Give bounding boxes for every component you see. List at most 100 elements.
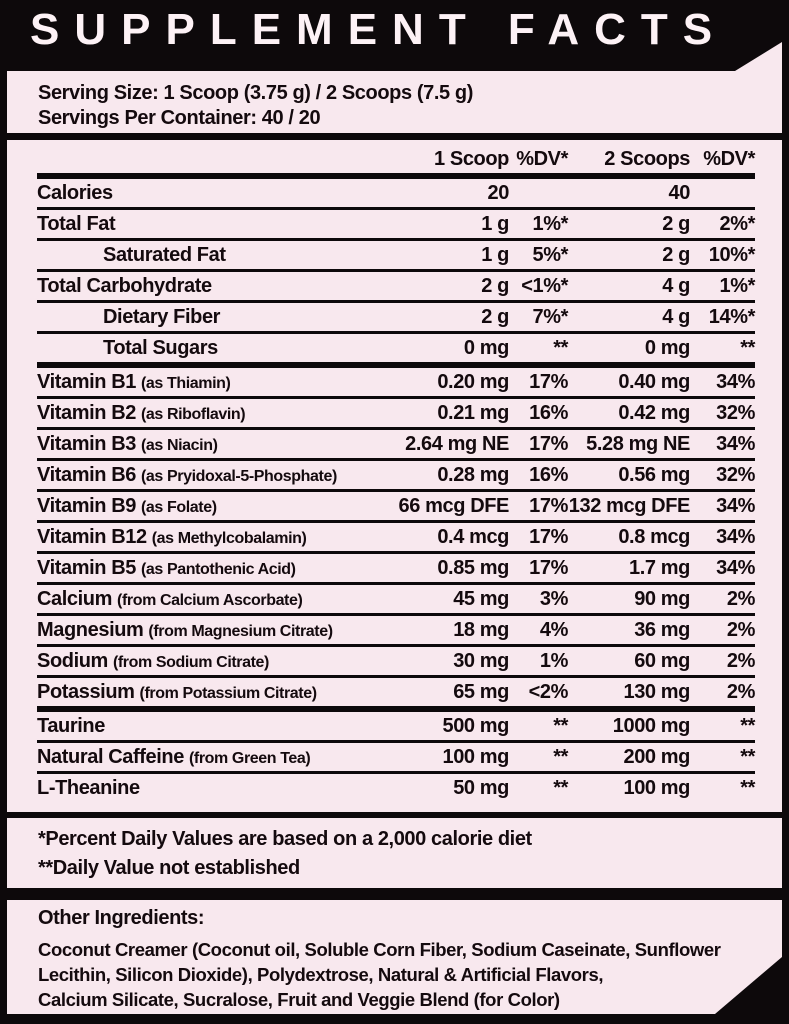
dv-2-scoops: 34%: [716, 371, 755, 393]
dv-2-scoops: 34%: [716, 557, 755, 579]
row-sublabel: (as Pantothenic Acid): [141, 561, 296, 578]
row-sublabel: (from Green Tea): [188, 750, 311, 767]
dv-1-scoop: **: [553, 777, 568, 799]
amount-1-scoop: 2 g: [481, 306, 509, 328]
row-label-cell: Vitamin B12 (as Methylcobalamin): [37, 523, 389, 551]
amount-2-scoops: 200 mg: [623, 746, 690, 768]
footnote-not-established: **Daily Value not established: [38, 857, 300, 879]
dv-2-scoops: **: [740, 715, 755, 737]
table-header-row: 1 Scoop %DV* 2 Scoops %DV*: [37, 145, 755, 179]
row-label-cell: L-Theanine: [37, 774, 389, 802]
row-label: Vitamin B6: [37, 464, 136, 486]
amount-1-scoop: 50 mg: [453, 777, 509, 799]
dv-2-scoops: 2%: [726, 588, 756, 610]
row-label-cell: Dietary Fiber: [37, 303, 389, 331]
dv-1-scoop: **: [553, 715, 568, 737]
amount-2-scoops: 0.42 mg: [618, 402, 690, 424]
table-row: Vitamin B12 (as Methylcobalamin) 0.4 mcg …: [37, 523, 755, 554]
amount-2-scoops: 132 mcg DFE: [568, 495, 691, 517]
row-label-cell: Calories: [37, 179, 389, 207]
dv-2-scoops: 1%*: [719, 275, 756, 297]
amount-2-scoops: 5.28 mg NE: [586, 433, 690, 455]
dv-1-scoop: 17%: [529, 433, 568, 455]
row-label: Calcium: [37, 588, 113, 610]
dv-1-scoop: **: [553, 337, 568, 359]
row-sublabel: (as Folate): [141, 499, 217, 516]
dv-2-scoops: 34%: [716, 495, 755, 517]
footnotes-panel: *Percent Daily Values are based on a 2,0…: [7, 818, 782, 888]
table-row: Natural Caffeine (from Green Tea) 100 mg …: [37, 743, 755, 774]
amount-1-scoop: 0.85 mg: [437, 557, 509, 579]
row-label-cell: Potassium (from Potassium Citrate): [37, 678, 389, 706]
dv-1-scoop: 3%: [539, 588, 569, 610]
row-label: Total Sugars: [103, 337, 218, 359]
row-label-cell: Total Fat: [37, 210, 389, 238]
dv-2-scoops: **: [740, 746, 755, 768]
amount-2-scoops: 0.56 mg: [618, 464, 690, 486]
dv-1-scoop: 17%: [529, 495, 568, 517]
row-sublabel: (as Niacin): [141, 437, 218, 454]
row-label: Natural Caffeine: [37, 746, 184, 768]
table-row: Magnesium (from Magnesium Citrate) 18 mg …: [37, 616, 755, 647]
amount-2-scoops: 4 g: [662, 306, 690, 328]
table-row: Sodium (from Sodium Citrate) 30 mg 1% 60 …: [37, 647, 755, 678]
table-row: Total Carbohydrate 2 g <1%* 4 g 1%*: [37, 272, 755, 303]
dv-1-scoop: 7%*: [532, 306, 569, 328]
amount-2-scoops: 100 mg: [623, 777, 690, 799]
amount-1-scoop: 2 g: [481, 275, 509, 297]
row-label: Saturated Fat: [103, 244, 226, 266]
row-label-cell: Total Sugars: [37, 334, 389, 362]
other-ingredients-line-3: Calcium Silicate, Sucralose, Fruit and V…: [38, 989, 560, 1010]
label-title: SUPPLEMENT FACTS: [30, 5, 728, 54]
amount-2-scoops: 90 mg: [634, 588, 690, 610]
row-sublabel: (from Potassium Citrate): [139, 685, 318, 702]
table-row: Saturated Fat 1 g 5%* 2 g 10%*: [37, 241, 755, 272]
row-label-cell: Magnesium (from Magnesium Citrate): [37, 616, 389, 644]
dv-2-scoops: 34%: [716, 526, 755, 548]
row-sublabel: (as Methylcobalamin): [151, 530, 307, 547]
dv-1-scoop: 17%: [529, 371, 568, 393]
amount-1-scoop: 2.64 mg NE: [405, 433, 509, 455]
col-header-dv-2: %DV*: [703, 148, 755, 170]
dv-1-scoop: <1%*: [521, 275, 568, 297]
amount-2-scoops: 4 g: [662, 275, 690, 297]
row-sublabel: (as Pryidoxal-5-Phosphate): [141, 468, 337, 485]
row-label: Dietary Fiber: [103, 306, 221, 328]
amount-2-scoops: 36 mg: [634, 619, 690, 641]
dv-2-scoops: **: [740, 337, 755, 359]
row-label-cell: Vitamin B6 (as Pryidoxal-5-Phosphate): [37, 461, 389, 489]
row-label-cell: Vitamin B1 (as Thiamin): [37, 368, 389, 396]
table-row: Calories 20 40: [37, 179, 755, 210]
facts-rows: Calories 20 40 Total Fat 1 g 1%* 2 g 2% *…: [37, 179, 755, 802]
row-label: Vitamin B12: [37, 526, 147, 548]
amount-1-scoop: 65 mg: [453, 681, 509, 703]
dv-1-scoop: 4%: [539, 619, 569, 641]
servings-per-container-line: Servings Per Container: 40 / 20: [38, 107, 321, 129]
dv-1-scoop: <2%: [528, 681, 569, 703]
table-row: Vitamin B2 (as Riboflavin) 0.21 mg 16% 0.…: [37, 399, 755, 430]
dv-2-scoops: 10%*: [708, 244, 756, 266]
table-row: Vitamin B6 (as Pryidoxal-5-Phosphate) 0.2…: [37, 461, 755, 492]
dv-1-scoop: 5%*: [532, 244, 569, 266]
facts-table-panel: 1 Scoop %DV* 2 Scoops %DV* Calories 20 4…: [7, 140, 782, 812]
row-label-cell: Vitamin B2 (as Riboflavin): [37, 399, 389, 427]
row-sublabel: (from Calcium Ascorbate): [117, 592, 303, 609]
dv-2-scoops: 34%: [716, 433, 755, 455]
dv-1-scoop: 17%: [529, 557, 568, 579]
row-sublabel: (from Sodium Citrate): [112, 654, 269, 671]
row-label: Total Carbohydrate: [37, 275, 212, 297]
amount-2-scoops: 2 g: [662, 213, 690, 235]
table-row: Potassium (from Potassium Citrate) 65 mg …: [37, 678, 755, 712]
amount-1-scoop: 1 g: [481, 213, 509, 235]
amount-1-scoop: 100 mg: [442, 746, 509, 768]
amount-2-scoops: 0 mg: [644, 337, 690, 359]
dv-1-scoop: 16%: [529, 402, 568, 424]
dv-2-scoops: 32%: [716, 402, 755, 424]
dv-2-scoops: 2%: [726, 619, 756, 641]
row-label-cell: Vitamin B3 (as Niacin): [37, 430, 389, 458]
dv-1-scoop: 1%: [539, 650, 569, 672]
amount-2-scoops: 40: [668, 182, 691, 204]
row-label-cell: Vitamin B5 (as Pantothenic Acid): [37, 554, 389, 582]
amount-2-scoops: 60 mg: [634, 650, 690, 672]
